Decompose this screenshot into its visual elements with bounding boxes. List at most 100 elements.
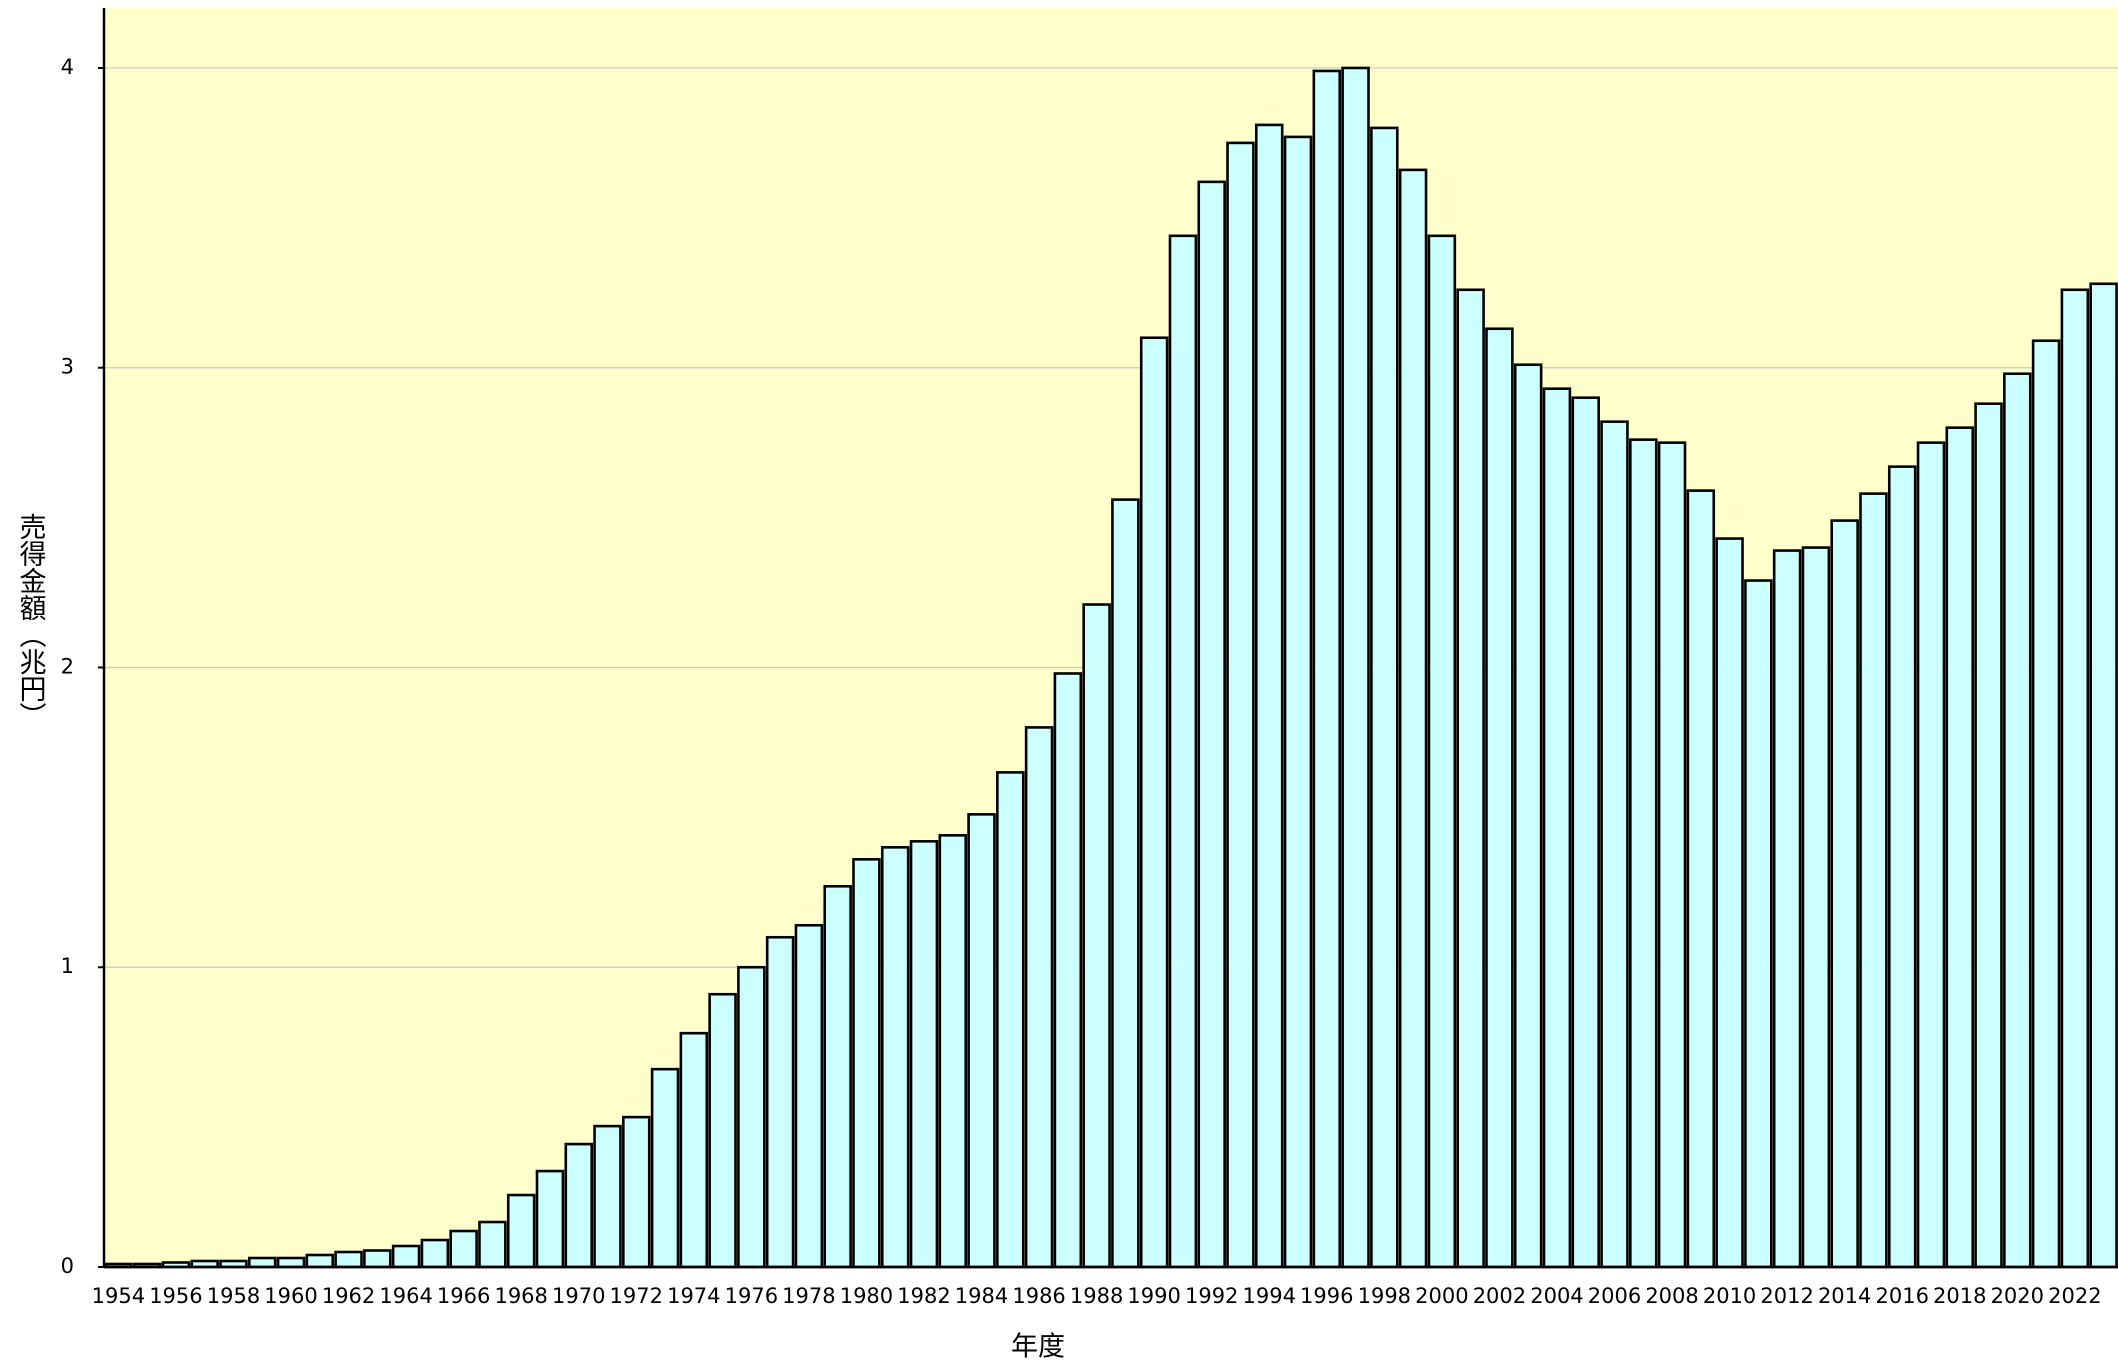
bar — [1168, 234, 1198, 1269]
bar — [1226, 141, 1255, 1269]
bar — [1341, 66, 1370, 1269]
bar — [449, 1229, 478, 1269]
bar — [247, 1256, 277, 1269]
bar — [1485, 327, 1514, 1269]
y-tick-label: 3 — [61, 355, 74, 379]
x-tick-label: 2018 — [1933, 1284, 1986, 1308]
x-tick-label: 2004 — [1530, 1284, 1583, 1308]
bar — [391, 1244, 421, 1269]
y-tick-label: 4 — [61, 55, 74, 79]
bar — [650, 1067, 680, 1269]
x-tick-label: 1988 — [1070, 1284, 1123, 1308]
y-tick-label: 1 — [61, 954, 74, 978]
x-tick-label: 1978 — [782, 1284, 835, 1308]
x-tick-label: 2006 — [1588, 1284, 1641, 1308]
bar — [1456, 288, 1485, 1269]
bar — [967, 813, 996, 1269]
bar — [2060, 288, 2090, 1269]
x-tick-label: 1996 — [1300, 1284, 1353, 1308]
x-tick-label: 1970 — [552, 1284, 605, 1308]
bar — [334, 1250, 363, 1269]
bar — [938, 834, 968, 1269]
bar — [305, 1253, 335, 1269]
x-tick-label: 1968 — [494, 1284, 547, 1308]
bar — [622, 1115, 651, 1269]
x-tick-label: 1960 — [264, 1284, 317, 1308]
bar — [1772, 549, 1802, 1269]
bar — [1801, 546, 1831, 1269]
bar — [1312, 69, 1342, 1269]
x-tick-label: 1986 — [1012, 1284, 1065, 1308]
bar — [1082, 603, 1111, 1269]
x-axis-title: 年度 — [1011, 1332, 1065, 1363]
y-tick-label: 2 — [61, 654, 74, 678]
bar — [679, 1031, 709, 1269]
bar — [1053, 672, 1083, 1269]
x-tick-label: 1992 — [1185, 1284, 1238, 1308]
bar — [363, 1249, 392, 1269]
bar — [1542, 387, 1572, 1269]
bar — [996, 771, 1025, 1269]
bar — [1513, 363, 1543, 1269]
x-tick-label: 2002 — [1473, 1284, 1526, 1308]
bar — [1111, 498, 1140, 1269]
x-tick-label: 1984 — [955, 1284, 1008, 1308]
bar — [478, 1220, 507, 1269]
bar — [2089, 282, 2118, 1269]
x-tick-label: 1976 — [725, 1284, 778, 1308]
bar — [1024, 726, 1054, 1269]
x-tick-label: 1982 — [897, 1284, 950, 1308]
y-axis-title: 売得金額（兆円） — [15, 513, 47, 729]
x-tick-label: 2008 — [1645, 1284, 1698, 1308]
x-tick-label: 1980 — [840, 1284, 893, 1308]
bar — [276, 1256, 306, 1269]
bar — [880, 846, 910, 1269]
bar — [823, 885, 852, 1269]
bar — [1629, 438, 1658, 1269]
bar — [708, 992, 737, 1269]
bar — [535, 1169, 565, 1269]
bar — [1945, 426, 1975, 1269]
bar — [765, 935, 795, 1269]
x-tick-label: 2020 — [1991, 1284, 2044, 1308]
bar — [1859, 492, 1888, 1269]
bar — [737, 965, 766, 1269]
bar — [1254, 123, 1284, 1269]
bar — [1686, 489, 1716, 1269]
x-tick-label: 1974 — [667, 1284, 720, 1308]
bar — [1370, 126, 1399, 1269]
bar — [2031, 339, 2061, 1269]
bar — [1427, 234, 1457, 1269]
x-tick-label: 2000 — [1415, 1284, 1468, 1308]
bar — [852, 858, 881, 1269]
bar — [1398, 168, 1428, 1269]
x-tick-label: 1972 — [610, 1284, 663, 1308]
bar — [1571, 396, 1600, 1269]
bar — [1830, 519, 1859, 1269]
x-tick-label: 2014 — [1818, 1284, 1871, 1308]
x-tick-label: 2016 — [1875, 1284, 1928, 1308]
bar — [1715, 537, 1744, 1269]
bar — [909, 840, 939, 1269]
bar — [1974, 402, 2003, 1269]
x-tick-label: 2012 — [1760, 1284, 1813, 1308]
bar — [1887, 465, 1917, 1269]
x-tick-label: 1956 — [149, 1284, 202, 1308]
x-tick-label: 1994 — [1243, 1284, 1296, 1308]
x-tick-label: 2022 — [2048, 1284, 2101, 1308]
x-tick-label: 1964 — [379, 1284, 432, 1308]
bar — [1744, 579, 1773, 1269]
x-tick-label: 1990 — [1127, 1284, 1180, 1308]
bar — [2003, 372, 2032, 1269]
bar — [506, 1193, 536, 1269]
x-tick-label: 1962 — [322, 1284, 375, 1308]
bar — [593, 1124, 622, 1269]
bar — [1600, 420, 1629, 1269]
x-tick-label: 1954 — [92, 1284, 145, 1308]
x-tick-label: 1998 — [1358, 1284, 1411, 1308]
bar — [564, 1142, 593, 1269]
x-tick-label: 1958 — [207, 1284, 260, 1308]
bar — [1283, 135, 1313, 1269]
x-tick-label: 2010 — [1703, 1284, 1756, 1308]
